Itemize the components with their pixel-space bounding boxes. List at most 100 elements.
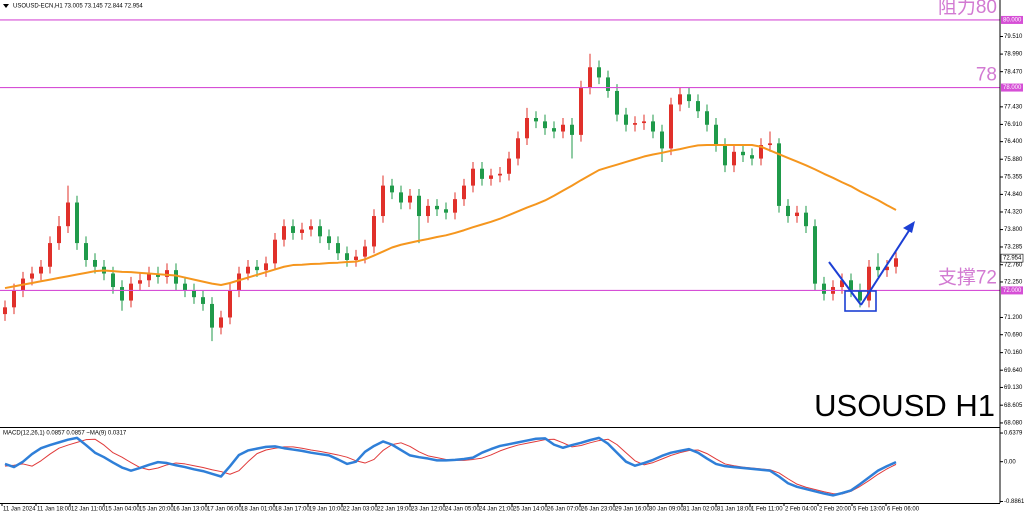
menu-icon [3, 4, 9, 8]
y-tick-label: 70.160 [1004, 350, 1023, 356]
x-tick-label: 22 Jan 19:00 [377, 507, 412, 513]
trend-arrow-up [860, 225, 913, 306]
arrow-head [903, 221, 915, 233]
candle-body [75, 202, 79, 244]
candle-body [3, 307, 7, 315]
candle-body [300, 229, 304, 233]
candle-body [633, 123, 637, 125]
x-tick-label: 31 Jan 02:00 [683, 507, 718, 513]
candle-body [885, 266, 889, 271]
last-price-box [1000, 253, 1024, 263]
y-tick-label: 76.400 [1004, 139, 1023, 145]
candle-body [345, 253, 349, 260]
candle-body [579, 87, 583, 135]
candle-body [660, 131, 664, 149]
y-tick-label: 78.470 [1004, 69, 1023, 75]
x-tick-label: 11 Jan 2024 [3, 507, 36, 513]
candle-body [66, 202, 70, 227]
candle-body [237, 273, 241, 291]
candle-body [759, 145, 763, 159]
candle-body [192, 290, 196, 298]
candle-body [291, 226, 295, 233]
candle-body [714, 124, 718, 146]
candle-body [777, 143, 781, 206]
x-tick-label: 22 Jan 03:00 [343, 507, 378, 513]
candle-body [678, 94, 682, 105]
candle-body [615, 90, 619, 115]
candle-body [768, 143, 772, 146]
candle-body [219, 317, 223, 328]
indicator-header: MACD(12,26,1) 0.0857 0.0857 ~MA(9) 0.031… [3, 431, 127, 437]
x-tick-label: 11 Jan 18:00 [37, 507, 72, 513]
candle-body [570, 124, 574, 135]
candle-body [381, 185, 385, 217]
y-tick-label: 77.430 [1004, 104, 1023, 110]
x-tick-label: 29 Jan 16:00 [615, 507, 650, 513]
level-price-box [1001, 83, 1023, 92]
candle-body [354, 256, 358, 260]
candle-body [786, 205, 790, 217]
y-tick-label: 0.00 [1004, 459, 1016, 465]
candle-body [876, 266, 880, 271]
candle-body [552, 128, 556, 132]
level-price-label: 78.000 [1003, 85, 1022, 91]
x-tick-label: 5 Feb 13:00 [853, 507, 886, 513]
y-tick-label: 69.130 [1004, 385, 1023, 391]
x-tick-label: 15 Jan 04:00 [105, 507, 140, 513]
candle-body [12, 290, 16, 308]
candle-body [498, 173, 502, 176]
candle-body [642, 121, 646, 124]
candle-body [93, 259, 97, 267]
candle-body [606, 77, 610, 91]
candle-body [318, 226, 322, 237]
candle-body [561, 124, 565, 132]
candle-body [210, 303, 214, 328]
candle-body [453, 199, 457, 213]
candle-body [408, 195, 412, 203]
candle-body [255, 266, 259, 271]
candle-body [840, 280, 844, 288]
candle-body [651, 121, 655, 132]
y-tick-label: 74.840 [1004, 192, 1023, 198]
x-tick-label: 24 Jan 05:00 [445, 507, 480, 513]
candle-body [489, 175, 493, 179]
candle-body [804, 212, 808, 227]
x-tick-label: 23 Jan 12:00 [411, 507, 446, 513]
y-tick-label: 72.250 [1004, 280, 1023, 286]
candle-body [129, 283, 133, 301]
y-tick-label: 75.355 [1004, 175, 1023, 181]
candle-body [669, 104, 673, 149]
y-tick-label: 71.200 [1004, 315, 1023, 321]
level-price-label: 80.000 [1003, 18, 1022, 24]
candle-body [687, 94, 691, 102]
candle-body [84, 243, 88, 260]
x-tick-label: 26 Jan 07:00 [547, 507, 582, 513]
y-tick-label: 68.605 [1004, 403, 1023, 409]
candle-body [138, 280, 142, 284]
candle-body [48, 243, 52, 267]
level-annotation: 78 [976, 65, 997, 86]
candle-body [426, 205, 430, 217]
candle-body [516, 138, 520, 159]
candle-body [795, 212, 799, 217]
level-price-box [1001, 286, 1023, 295]
candle-body [183, 283, 187, 291]
last-price-label: 72.954 [1003, 256, 1022, 262]
x-tick-label: 18 Jan 17:00 [275, 507, 310, 513]
candle-body [327, 236, 331, 244]
candle-body [597, 67, 601, 78]
candle-body [894, 258, 898, 267]
candle-body [849, 280, 853, 291]
candle-body [867, 266, 871, 301]
candle-body [435, 205, 439, 210]
watermark: USOUSD H1 [814, 388, 995, 423]
candle-body [399, 192, 403, 203]
candle-body [147, 273, 151, 281]
x-tick-label: 24 Jan 21:00 [479, 507, 514, 513]
x-tick-label: 1 Feb 11:00 [751, 507, 783, 513]
candle-body [156, 273, 160, 277]
candle-body [471, 168, 475, 186]
y-tick-label: 74.320 [1004, 210, 1023, 216]
candle-body [417, 195, 421, 217]
